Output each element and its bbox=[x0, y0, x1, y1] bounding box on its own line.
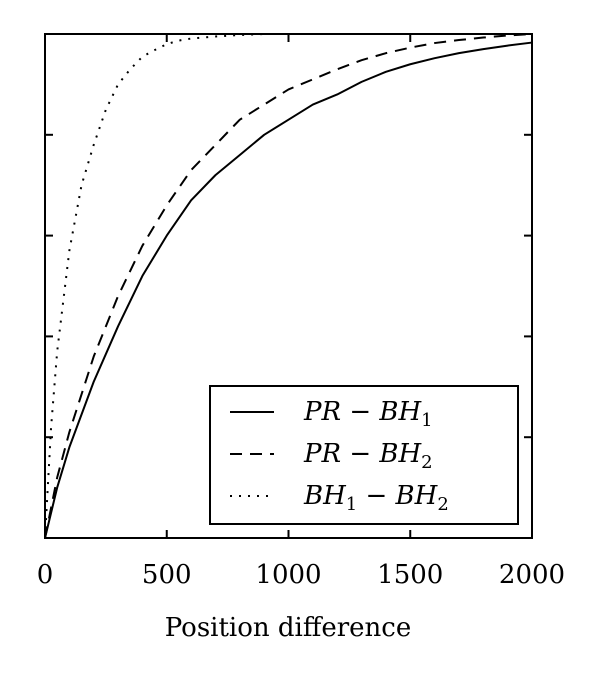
x-tick-label: 1000 bbox=[255, 560, 321, 590]
legend-label-bh1-bh2-mid: − BH bbox=[357, 481, 438, 511]
legend-label-bh1-bh2: BH1 − BH2 bbox=[303, 481, 449, 515]
series-line-pr-bh1 bbox=[44, 41, 533, 539]
series-line-pr-bh2 bbox=[44, 33, 533, 539]
legend: PR − BH1 PR − BH2 BH1 − BH2 bbox=[209, 385, 519, 525]
legend-label-bh1-bh2-sub1: 1 bbox=[346, 494, 357, 515]
legend-label-pr-bh2-sub: 2 bbox=[421, 452, 432, 473]
legend-label-pr-bh2: PR − BH2 bbox=[303, 439, 433, 473]
x-tick-label: 500 bbox=[142, 560, 192, 590]
legend-label-pr-bh1: PR − BH1 bbox=[303, 397, 433, 431]
legend-label-bh1-bh2-main: BH bbox=[303, 481, 347, 511]
x-axis-title: Position difference bbox=[165, 613, 412, 643]
ticks-layer: 0 500 1000 1500 2000 bbox=[37, 33, 565, 590]
legend-label-pr-bh2-main: PR − BH bbox=[303, 439, 422, 469]
legend-label-pr-bh1-main: PR − BH bbox=[303, 397, 422, 427]
x-tick-label: 0 bbox=[37, 560, 54, 590]
series-layer bbox=[44, 33, 533, 539]
legend-label-pr-bh1-sub: 1 bbox=[421, 410, 432, 431]
legend-label-bh1-bh2-sub2: 2 bbox=[437, 494, 448, 515]
series-line-bh1-bh2 bbox=[44, 33, 411, 539]
x-tick-label: 2000 bbox=[499, 560, 565, 590]
x-tick-label: 1500 bbox=[377, 560, 443, 590]
